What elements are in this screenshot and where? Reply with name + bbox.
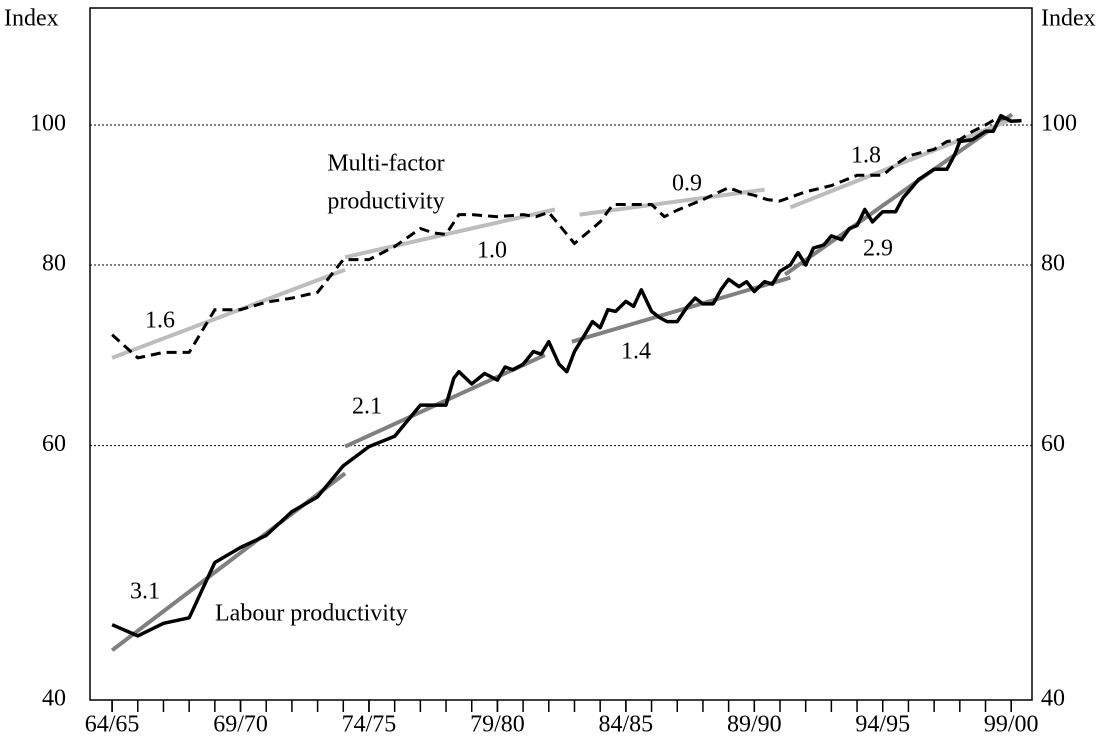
y-tick-label: 80 bbox=[42, 251, 66, 277]
dashed-line bbox=[111, 116, 1012, 360]
trend-line bbox=[783, 112, 1014, 277]
trend-label: 1.4 bbox=[621, 339, 651, 365]
annotation: Multi-factor bbox=[327, 151, 444, 177]
y2-tick-label: 80 bbox=[1041, 251, 1065, 277]
trend-label: 3.1 bbox=[130, 579, 160, 605]
x-tick-label: 99/00 bbox=[984, 712, 1039, 738]
x-tick-label: 79/80 bbox=[470, 712, 525, 738]
plot-frame bbox=[89, 7, 1033, 701]
trend-label: 1.6 bbox=[145, 308, 175, 334]
y2-axis-label: Index bbox=[1041, 6, 1096, 32]
y2-tick-label: 100 bbox=[1041, 111, 1077, 137]
trend-label: 0.9 bbox=[672, 171, 702, 197]
trend-line bbox=[344, 207, 556, 260]
y2-tick-label: 60 bbox=[1041, 431, 1065, 457]
x-tick-label: 94/95 bbox=[855, 712, 910, 738]
y-tick-label: 60 bbox=[42, 431, 66, 457]
x-tick-label: 84/85 bbox=[599, 712, 654, 738]
annotation: Labour productivity bbox=[215, 601, 408, 627]
y-tick-label: 100 bbox=[30, 111, 66, 137]
annotation: productivity bbox=[327, 189, 444, 215]
x-tick-label: 64/65 bbox=[85, 712, 140, 738]
trend-line bbox=[111, 267, 346, 360]
trend-label: 1.0 bbox=[477, 238, 507, 264]
trend-label: 2.1 bbox=[352, 394, 382, 420]
trend-label: 1.8 bbox=[851, 143, 881, 169]
x-tick-label: 89/90 bbox=[727, 712, 782, 738]
y-axis-label: Index bbox=[4, 6, 59, 32]
solid-line bbox=[111, 113, 1022, 638]
x-tick-label: 69/70 bbox=[213, 712, 268, 738]
y2-tick-label: 40 bbox=[1041, 686, 1065, 712]
x-tick-label: 74/75 bbox=[342, 712, 397, 738]
y-tick-label: 40 bbox=[42, 686, 66, 712]
trend-line bbox=[789, 117, 1013, 210]
trend-label: 2.9 bbox=[863, 236, 893, 262]
